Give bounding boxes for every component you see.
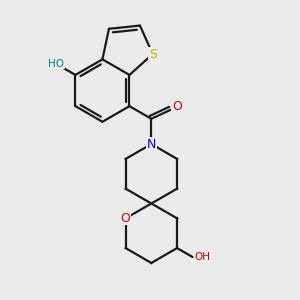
Text: O: O xyxy=(121,212,130,225)
Text: HO: HO xyxy=(48,59,64,69)
Text: O: O xyxy=(172,100,182,113)
Text: N: N xyxy=(147,138,156,151)
Text: OH: OH xyxy=(194,252,210,262)
Text: S: S xyxy=(149,48,157,61)
